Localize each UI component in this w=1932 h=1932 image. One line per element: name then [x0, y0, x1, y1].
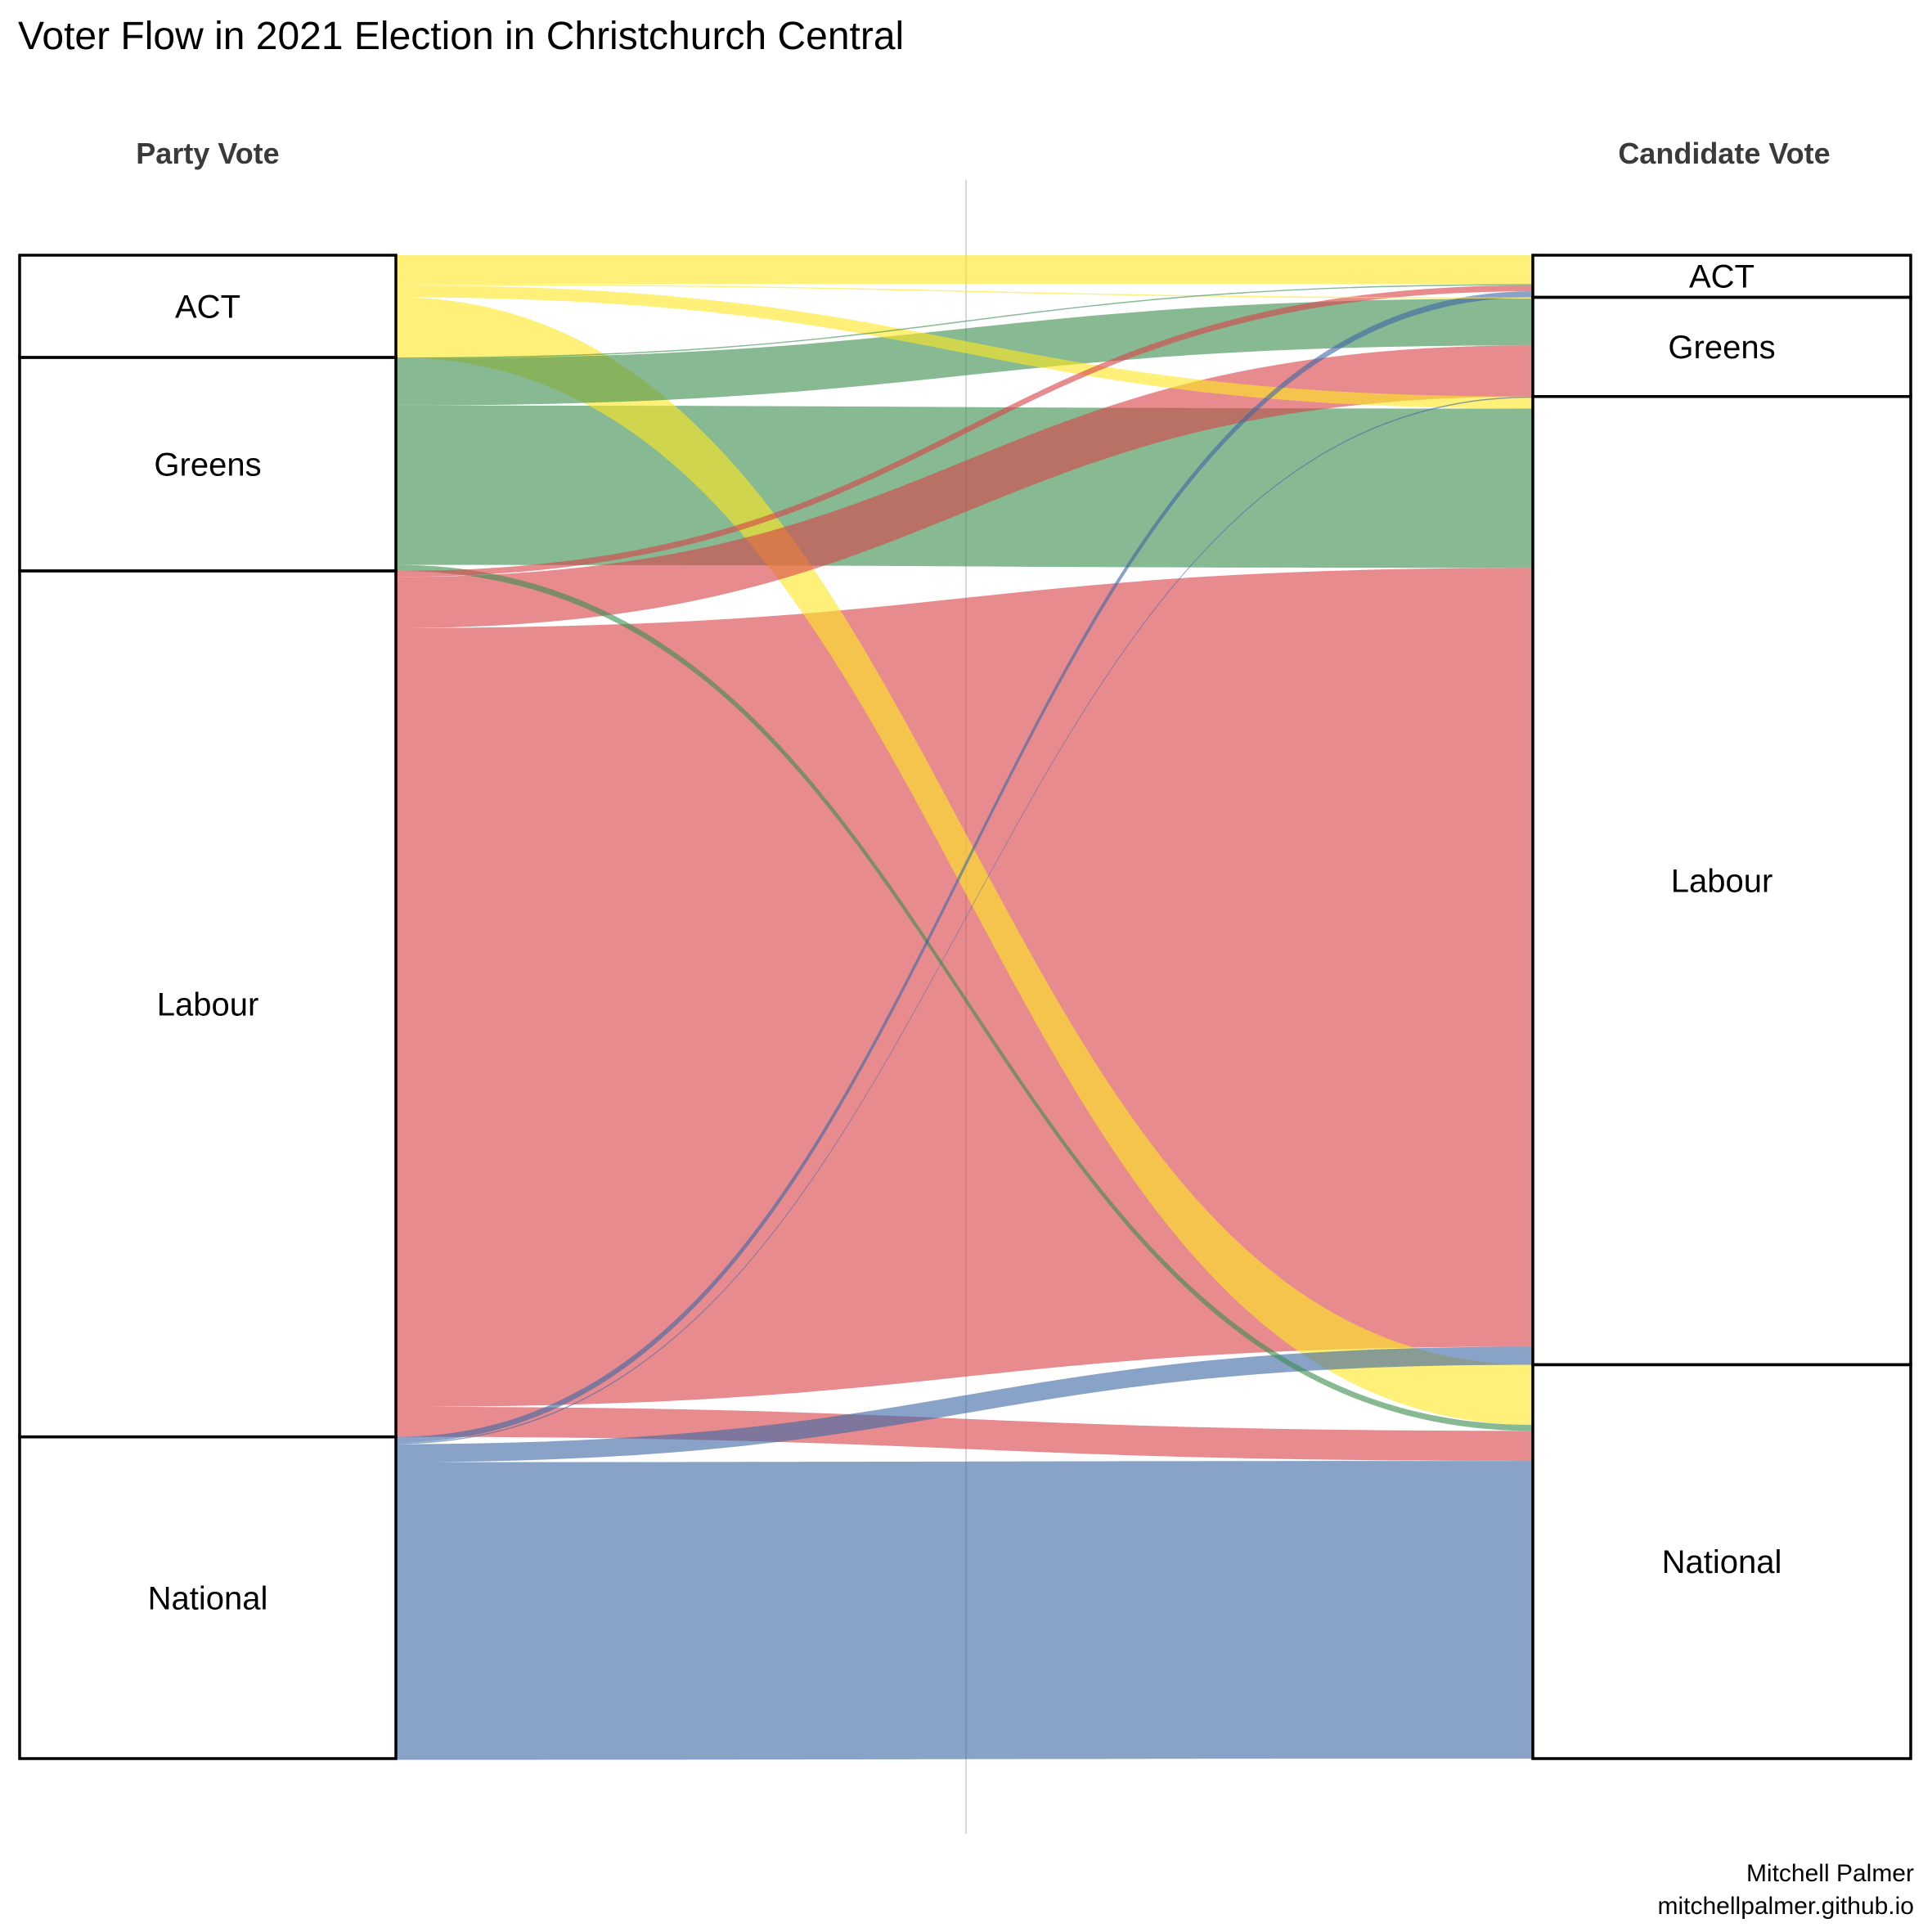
flow-labour-to-act [396, 285, 1533, 577]
party-vote-stratum-label-national: National [148, 1580, 268, 1616]
stratum-boxes: ACT Greens Labour National ACT Greens Labour Na… [18, 254, 1912, 1760]
party-vote-stratum-national [18, 1435, 398, 1760]
axis-label-candidate-vote: Candidate Vote [1618, 137, 1830, 170]
candidate-vote-stratum-label-labour: Labour [1671, 864, 1773, 900]
flow-national-to-act [396, 291, 1533, 1444]
flow-national-to-national [396, 1461, 1533, 1760]
party-vote-stratum-label-greens: Greens [154, 447, 261, 483]
flow-greens-to-act [396, 284, 1533, 359]
candidate-vote-stratum-label-national: National [1662, 1544, 1782, 1580]
candidate-vote-stratum-national [1531, 1363, 1912, 1760]
flow-greens-to-national [396, 564, 1533, 1431]
flow-act-to-national [396, 297, 1533, 1425]
flow-national-to-labour [396, 1346, 1533, 1462]
flow-act-to-labour [396, 285, 1533, 409]
flow-national-to-greens [396, 396, 1533, 1445]
candidate-vote-stratum-label-act: ACT [1689, 259, 1755, 295]
credit-website: mitchellpalmer.github.io [1658, 1893, 1915, 1920]
chart-title: Voter Flow in 2021 Election in Christchu… [18, 15, 904, 58]
flow-labour-to-labour [396, 568, 1533, 1407]
flow-act-to-act [396, 255, 1533, 285]
flow-labour-to-national [396, 1406, 1533, 1462]
credit-author: Mitchell Palmer [1746, 1860, 1914, 1887]
party-vote-stratum-label-labour: Labour [157, 986, 259, 1022]
flow-ribbons [396, 255, 1533, 1760]
axis-label-party-vote: Party Vote [136, 137, 279, 170]
flow-act-to-greens [396, 284, 1533, 299]
candidate-vote-stratum-label-greens: Greens [1668, 330, 1775, 366]
party-vote-stratum-label-act: ACT [175, 289, 240, 325]
